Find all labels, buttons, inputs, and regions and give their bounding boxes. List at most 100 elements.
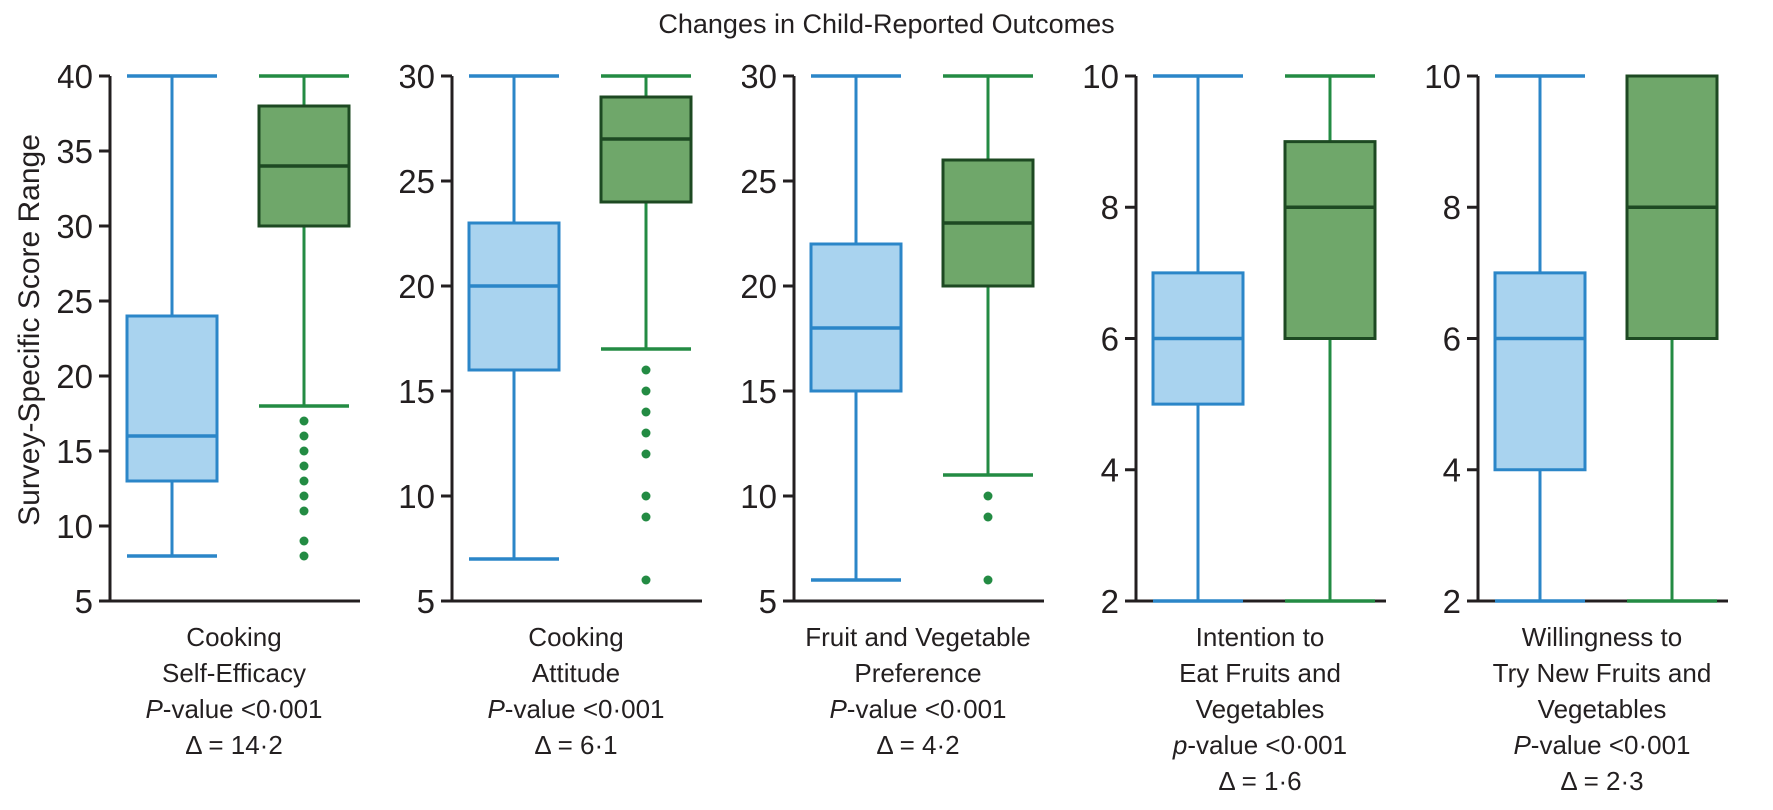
y-tick-label: 6 — [1101, 320, 1119, 357]
panel-caption-4: Intention to Eat Fruits and Vegetables p-va… — [1136, 619, 1384, 799]
y-tick-label: 10 — [1426, 58, 1461, 95]
outcome-name-line: Try New Fruits and — [1492, 658, 1712, 688]
outlier-dots — [299, 416, 309, 561]
y-tick-label: 6 — [1443, 320, 1461, 357]
chart-title: Changes in Child-Reported Outcomes — [658, 9, 1115, 39]
panel-caption-1: Cooking Self-Efficacy P-value <0·001 Δ = 14… — [110, 619, 358, 763]
outlier-dot — [299, 506, 309, 516]
boxplot-blue — [809, 74, 903, 582]
outlier-dot — [299, 416, 309, 426]
y-tick-label: 4 — [1101, 452, 1119, 489]
outcome-name-line: Attitude — [531, 658, 621, 688]
outlier-dot — [641, 428, 651, 438]
y-tick-label: 20 — [58, 358, 93, 395]
panel-plot-2: 5 10 15 20 25 30 — [400, 58, 702, 617]
outlier-dot — [983, 491, 993, 501]
y-tick-label: 15 — [400, 373, 435, 410]
outlier-dot — [641, 386, 651, 396]
y-tick-label: 4 — [1443, 452, 1461, 489]
outcome-name-line: Fruit and Vegetable — [805, 622, 1031, 652]
boxplot-green — [941, 74, 1035, 585]
y-axis: 5 10 15 20 25 30 35 40 — [58, 58, 360, 617]
y-tick-label: 15 — [58, 433, 93, 470]
panel-plot-4: 2 4 6 8 10 — [1084, 58, 1386, 617]
delta-line: Δ = 14·2 — [185, 730, 283, 760]
outlier-dot — [641, 512, 651, 522]
y-tick-label: 5 — [759, 583, 777, 617]
p-value-line: P-value <0·001 — [829, 694, 1007, 724]
outcome-name-line: Cooking — [528, 622, 624, 652]
outcome-name-line: Willingness to — [1521, 622, 1683, 652]
outcome-name-line: Vegetables — [1195, 694, 1325, 724]
y-tick-label: 10 — [1084, 58, 1119, 95]
y-tick-label: 15 — [742, 373, 777, 410]
p-value-line: p-value <0·001 — [1172, 730, 1348, 760]
panel-caption-5: Willingness to Try New Fruits and Vegetabl… — [1478, 619, 1726, 799]
y-tick-label: 2 — [1101, 583, 1119, 617]
iqr-box — [1283, 140, 1377, 340]
delta-line: Δ = 6·1 — [534, 730, 618, 760]
panel-5: 2 4 6 8 10 Willingness to Try New Fruits and Ve… — [1426, 44, 1768, 799]
panel-caption-3: Fruit and Vegetable Preference P-value <0·… — [794, 619, 1042, 763]
boxplot-green — [599, 74, 693, 585]
outlier-dot — [641, 449, 651, 459]
panel-plot-3: 5 10 15 20 25 30 — [742, 58, 1044, 617]
boxplot-blue — [467, 74, 561, 561]
iqr-box — [1493, 271, 1587, 472]
y-tick-label: 10 — [400, 478, 435, 515]
iqr-box — [809, 242, 903, 393]
outcome-name-line: Intention to — [1195, 622, 1325, 652]
boxplot-green — [1283, 74, 1377, 603]
outlier-dots — [983, 491, 993, 585]
outcome-name-line: Eat Fruits and — [1179, 658, 1341, 688]
outlier-dot — [299, 461, 309, 471]
delta-line: Δ = 4·2 — [876, 730, 960, 760]
boxplot-blue — [1493, 74, 1587, 603]
panel-caption-2: Cooking Attitude P-value <0·001 Δ = 6·1 — [452, 619, 700, 763]
p-value-line: P-value <0·001 — [145, 694, 323, 724]
iqr-box — [125, 314, 219, 483]
outlier-dot — [641, 407, 651, 417]
boxplot-blue — [1151, 74, 1245, 603]
y-tick-label: 25 — [742, 163, 777, 200]
y-tick-label: 8 — [1443, 189, 1461, 226]
outlier-dot — [299, 536, 309, 546]
y-tick-label: 10 — [58, 508, 93, 545]
panel-plot-1: 5 10 15 20 25 30 35 40 — [58, 58, 360, 617]
outlier-dot — [299, 431, 309, 441]
boxplot-green — [1625, 74, 1719, 603]
boxplot-green — [257, 74, 351, 561]
y-tick-label: 30 — [58, 208, 93, 245]
outcome-name-line: Self-Efficacy — [161, 658, 306, 688]
outlier-dots — [641, 365, 651, 585]
delta-line: Δ = 1·6 — [1218, 766, 1302, 796]
outcome-name-line: Preference — [854, 658, 982, 688]
outlier-dot — [641, 365, 651, 375]
outlier-dot — [983, 512, 993, 522]
outlier-dot — [983, 575, 993, 585]
p-value-line: P-value <0·001 — [1513, 730, 1691, 760]
y-tick-label: 40 — [58, 58, 93, 95]
y-tick-label: 30 — [400, 58, 435, 95]
y-tick-label: 25 — [400, 163, 435, 200]
panel-4: 2 4 6 8 10 Intention to Eat Fruits and Vegetabl… — [1084, 44, 1426, 799]
outlier-dot — [299, 476, 309, 486]
boxplot-blue — [125, 74, 219, 558]
outlier-dot — [299, 551, 309, 561]
iqr-box — [599, 95, 693, 204]
outlier-dot — [641, 491, 651, 501]
outcome-name-line: Cooking — [186, 622, 282, 652]
outcome-name-line: Vegetables — [1537, 694, 1667, 724]
boxplot-panels: 5 10 15 20 25 30 35 40 Cooking Self-Efficacy P-val… — [58, 44, 1768, 799]
y-tick-label: 30 — [742, 58, 777, 95]
outlier-dot — [299, 446, 309, 456]
y-tick-label: 2 — [1443, 583, 1461, 617]
y-tick-label: 20 — [400, 268, 435, 305]
p-value-line: P-value <0·001 — [487, 694, 665, 724]
y-axis-title: Survey-Specific Score Range — [13, 134, 46, 526]
iqr-box — [467, 221, 561, 372]
panel-3: 5 10 15 20 25 30 Fruit and Vegetable Preference… — [742, 44, 1084, 799]
panel-1: 5 10 15 20 25 30 35 40 Cooking Self-Efficacy P-val… — [58, 44, 400, 799]
y-axis: 5 10 15 20 25 30 — [742, 58, 1044, 617]
y-axis: 5 10 15 20 25 30 — [400, 58, 702, 617]
